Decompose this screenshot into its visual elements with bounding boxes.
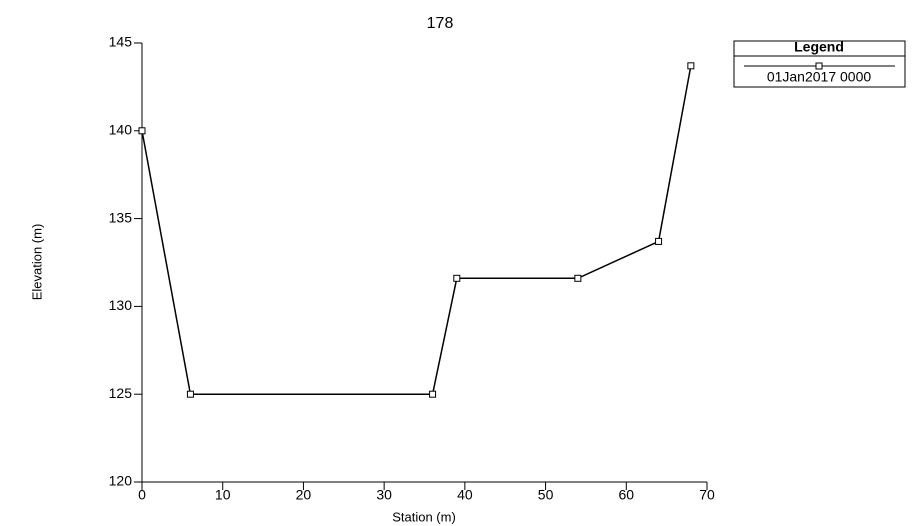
x-tick-label: 60 <box>618 487 634 503</box>
x-tick-label: 20 <box>296 487 312 503</box>
x-tick-label: 0 <box>138 487 146 503</box>
legend-label: 01Jan2017 0000 <box>767 69 872 85</box>
y-tick-label: 145 <box>109 34 133 50</box>
y-tick-label: 130 <box>109 297 133 313</box>
x-axis-label: Station (m) <box>392 509 456 524</box>
series-line <box>142 66 691 394</box>
x-tick-label: 70 <box>699 487 715 503</box>
y-tick-label: 140 <box>109 122 133 138</box>
y-tick-label: 125 <box>109 385 133 401</box>
marker <box>139 128 145 134</box>
marker <box>656 238 662 244</box>
chart-title: 178 <box>427 15 454 32</box>
marker <box>454 275 460 281</box>
x-tick-label: 50 <box>538 487 554 503</box>
y-tick-label: 135 <box>109 209 133 225</box>
marker <box>688 63 694 69</box>
x-tick-label: 10 <box>215 487 231 503</box>
y-axis-label: Elevation (m) <box>29 224 44 301</box>
y-tick-label: 120 <box>109 473 133 489</box>
x-tick-label: 40 <box>457 487 473 503</box>
x-tick-label: 30 <box>376 487 392 503</box>
marker <box>430 391 436 397</box>
legend-title: Legend <box>794 39 844 55</box>
marker <box>575 275 581 281</box>
chart: 178 Station (m) Elevation (m) Legend 120… <box>0 0 917 526</box>
marker <box>187 391 193 397</box>
